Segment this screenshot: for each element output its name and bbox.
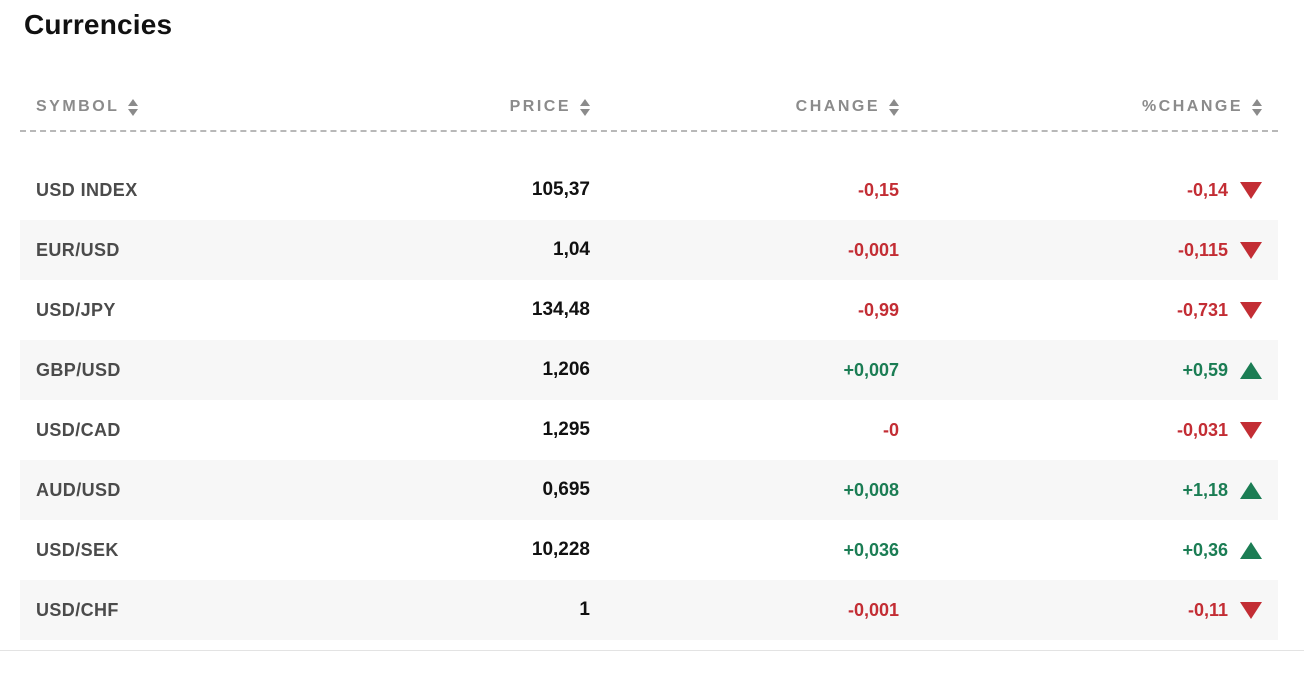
price-cell: 1 bbox=[579, 599, 590, 620]
change-cell: -0,001 bbox=[847, 239, 899, 260]
arrow-down-icon bbox=[1240, 601, 1262, 619]
column-header-label: %CHANGE bbox=[1141, 98, 1243, 115]
sort-updown-icon bbox=[889, 98, 899, 116]
pct-change-cell: -0,731 bbox=[899, 300, 1262, 321]
pct-change-value: -0,731 bbox=[1176, 299, 1228, 320]
change-cell: -0,99 bbox=[857, 299, 899, 320]
currencies-widget: Currencies SYMBOL PRICE CHANGE %CHANGE U… bbox=[0, 9, 1304, 651]
symbol-cell[interactable]: USD/SEK bbox=[36, 539, 119, 560]
table-row[interactable]: USD INDEX 105,37 -0,15 -0,14 bbox=[20, 160, 1278, 220]
column-header-price[interactable]: PRICE bbox=[336, 98, 590, 116]
currencies-table: SYMBOL PRICE CHANGE %CHANGE USD INDEX 10… bbox=[20, 98, 1278, 640]
pct-change-value: +0,36 bbox=[1182, 539, 1228, 560]
change-cell: -0 bbox=[882, 419, 899, 440]
arrow-up-icon bbox=[1240, 541, 1262, 559]
price-cell: 1,04 bbox=[553, 239, 590, 260]
column-header-change[interactable]: CHANGE bbox=[590, 98, 899, 116]
page-title: Currencies bbox=[24, 9, 173, 40]
arrow-down-icon bbox=[1240, 241, 1262, 259]
change-cell: -0,001 bbox=[847, 599, 899, 620]
price-cell: 1,206 bbox=[542, 359, 590, 380]
column-header-label: PRICE bbox=[509, 98, 571, 115]
table-row[interactable]: USD/SEK 10,228 +0,036 +0,36 bbox=[20, 520, 1278, 580]
pct-change-value: -0,115 bbox=[1177, 239, 1228, 260]
symbol-cell[interactable]: USD/CAD bbox=[36, 419, 121, 440]
arrow-up-icon bbox=[1240, 361, 1262, 379]
pct-change-cell: +0,36 bbox=[899, 540, 1262, 561]
symbol-cell[interactable]: EUR/USD bbox=[36, 239, 120, 260]
pct-change-cell: -0,11 bbox=[899, 600, 1262, 621]
symbol-cell[interactable]: GBP/USD bbox=[36, 359, 121, 380]
price-cell: 105,37 bbox=[531, 179, 590, 200]
column-header-label: CHANGE bbox=[795, 98, 880, 115]
symbol-cell[interactable]: USD/CHF bbox=[36, 599, 119, 620]
pct-change-value: -0,14 bbox=[1186, 179, 1228, 200]
price-cell: 1,295 bbox=[542, 419, 590, 440]
price-cell: 10,228 bbox=[531, 539, 590, 560]
pct-change-cell: -0,115 bbox=[899, 240, 1262, 261]
pct-change-cell: -0,14 bbox=[899, 180, 1262, 201]
table-rows: USD INDEX 105,37 -0,15 -0,14 EUR/USD 1,0… bbox=[20, 160, 1278, 640]
arrow-down-icon bbox=[1240, 301, 1262, 319]
symbol-cell[interactable]: AUD/USD bbox=[36, 479, 121, 500]
arrow-up-icon bbox=[1240, 481, 1262, 499]
sort-updown-icon bbox=[580, 98, 590, 116]
table-row[interactable]: EUR/USD 1,04 -0,001 -0,115 bbox=[20, 220, 1278, 280]
column-header-label: SYMBOL bbox=[36, 98, 120, 115]
arrow-down-icon bbox=[1240, 421, 1262, 439]
pct-change-value: -0,11 bbox=[1187, 599, 1228, 620]
table-row[interactable]: AUD/USD 0,695 +0,008 +1,18 bbox=[20, 460, 1278, 520]
change-cell: +0,007 bbox=[843, 359, 899, 380]
pct-change-cell: +0,59 bbox=[899, 360, 1262, 381]
arrow-down-icon bbox=[1240, 181, 1262, 199]
price-cell: 0,695 bbox=[542, 479, 590, 500]
pct-change-value: +0,59 bbox=[1182, 359, 1228, 380]
pct-change-value: +1,18 bbox=[1182, 479, 1228, 500]
table-row[interactable]: GBP/USD 1,206 +0,007 +0,59 bbox=[20, 340, 1278, 400]
table-row[interactable]: USD/JPY 134,48 -0,99 -0,731 bbox=[20, 280, 1278, 340]
change-cell: +0,008 bbox=[843, 479, 899, 500]
pct-change-cell: +1,18 bbox=[899, 480, 1262, 501]
table-row[interactable]: USD/CHF 1 -0,001 -0,11 bbox=[20, 580, 1278, 640]
sort-updown-icon bbox=[1252, 98, 1262, 116]
price-cell: 134,48 bbox=[531, 299, 590, 320]
sort-updown-icon bbox=[128, 98, 139, 116]
change-cell: -0,15 bbox=[857, 179, 899, 200]
pct-change-value: -0,031 bbox=[1176, 419, 1228, 440]
change-cell: +0,036 bbox=[843, 539, 899, 560]
symbol-cell[interactable]: USD INDEX bbox=[36, 179, 138, 200]
table-row[interactable]: USD/CAD 1,295 -0 -0,031 bbox=[20, 400, 1278, 460]
symbol-cell[interactable]: USD/JPY bbox=[36, 299, 116, 320]
table-header: SYMBOL PRICE CHANGE %CHANGE bbox=[20, 98, 1278, 132]
pct-change-cell: -0,031 bbox=[899, 420, 1262, 441]
bottom-divider bbox=[0, 650, 1304, 651]
column-header-symbol[interactable]: SYMBOL bbox=[36, 98, 336, 116]
column-header-pct-change[interactable]: %CHANGE bbox=[899, 98, 1262, 116]
